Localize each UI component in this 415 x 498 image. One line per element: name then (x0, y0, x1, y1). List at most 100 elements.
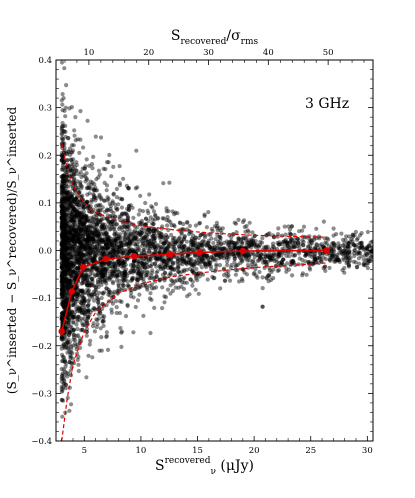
scatter-point (145, 227, 151, 232)
scatter-point (66, 252, 71, 257)
scatter-point (125, 212, 130, 217)
scatter-point (244, 253, 249, 258)
scatter-point (71, 343, 76, 348)
scatter-point (98, 278, 103, 283)
scatter-point (96, 168, 101, 173)
scatter-point (59, 292, 64, 297)
scatter-point (70, 261, 75, 266)
scatter-point (97, 192, 102, 197)
scatter-point (123, 314, 129, 319)
scatter-point (63, 193, 68, 198)
scatter-point (60, 358, 65, 364)
scatter-point (62, 256, 67, 262)
scatter-point (75, 268, 80, 273)
scatter-point (345, 259, 350, 264)
y-tick-label: 0.2 (38, 151, 52, 161)
scatter-point (111, 291, 116, 297)
scatter-point (81, 300, 86, 305)
scatter-point (266, 273, 271, 278)
scatter-point (88, 186, 93, 191)
scatter-point (89, 198, 94, 203)
scatter-point (184, 280, 189, 285)
scatter-point (171, 244, 176, 250)
scatter-point (100, 263, 105, 268)
scatter-point (121, 243, 126, 248)
scatter-point (101, 250, 106, 255)
scatter-point (67, 179, 72, 184)
scatter-point (117, 258, 122, 263)
scatter-point (61, 300, 66, 305)
scatter-point (196, 235, 201, 241)
scatter-point (128, 263, 133, 268)
scatter-point (72, 187, 77, 192)
scatter-point (79, 328, 84, 333)
scatter-point (86, 314, 91, 319)
scatter-point (68, 262, 73, 267)
scatter-point (141, 236, 146, 241)
scatter-point (141, 226, 146, 231)
scatter-point (199, 259, 204, 264)
scatter-point (138, 220, 143, 225)
scatter-point (264, 275, 269, 280)
scatter-point (240, 278, 245, 283)
scatter-point (138, 232, 143, 237)
scatter-point (61, 237, 67, 242)
scatter-point (60, 255, 65, 260)
scatter-point (136, 271, 142, 276)
scatter-point (172, 224, 177, 229)
scatter-point (67, 217, 72, 222)
scatter-point (327, 256, 333, 261)
scatter-point (137, 274, 143, 279)
scatter-point (300, 271, 305, 276)
scatter-point (221, 246, 226, 251)
scatter-point (310, 261, 315, 266)
scatter-point (66, 136, 71, 141)
scatter-point (290, 273, 295, 278)
y-tick-label: −0.1 (31, 294, 52, 304)
scatter-point (64, 245, 69, 250)
scatter-point (73, 209, 78, 214)
scatter-point (204, 243, 209, 248)
scatter-point (177, 258, 182, 263)
scatter-point (106, 234, 111, 239)
scatter-point (73, 241, 78, 246)
scatter-point (67, 285, 72, 290)
scatter-point (60, 238, 65, 243)
scatter-point (106, 265, 111, 270)
scatter-point (62, 248, 67, 253)
scatter-point (59, 287, 64, 292)
scatter-point (131, 236, 136, 241)
scatter-point (145, 246, 150, 251)
scatter-point (60, 278, 65, 283)
scatter-point (73, 257, 78, 262)
scatter-point (70, 193, 75, 198)
scatter-point (65, 252, 71, 257)
scatter-point (142, 229, 147, 234)
scatter-point (66, 237, 72, 242)
scatter-point (79, 301, 84, 306)
scatter-point (107, 152, 112, 158)
scatter-point (91, 216, 96, 221)
scatter-point (116, 282, 121, 287)
scatter-point (60, 388, 65, 393)
scatter-point (121, 250, 126, 255)
scatter-point (112, 225, 117, 230)
scatter-point (71, 302, 76, 307)
scatter-point (77, 220, 82, 225)
median-point (58, 328, 65, 335)
scatter-point (330, 249, 335, 254)
scatter-point (59, 316, 64, 321)
scatter-point (114, 305, 119, 310)
scatter-point (142, 235, 147, 240)
scatter-point (64, 178, 69, 183)
scatter-point (83, 246, 88, 251)
scatter-point (109, 174, 114, 179)
scatter-point (61, 289, 66, 294)
scatter-point (363, 247, 368, 252)
scatter-point (197, 220, 203, 226)
x-tick-label: 10 (135, 446, 146, 456)
scatter-point (69, 246, 74, 251)
scatter-point (59, 278, 64, 283)
scatter-point (153, 212, 158, 217)
scatter-point (321, 244, 326, 249)
